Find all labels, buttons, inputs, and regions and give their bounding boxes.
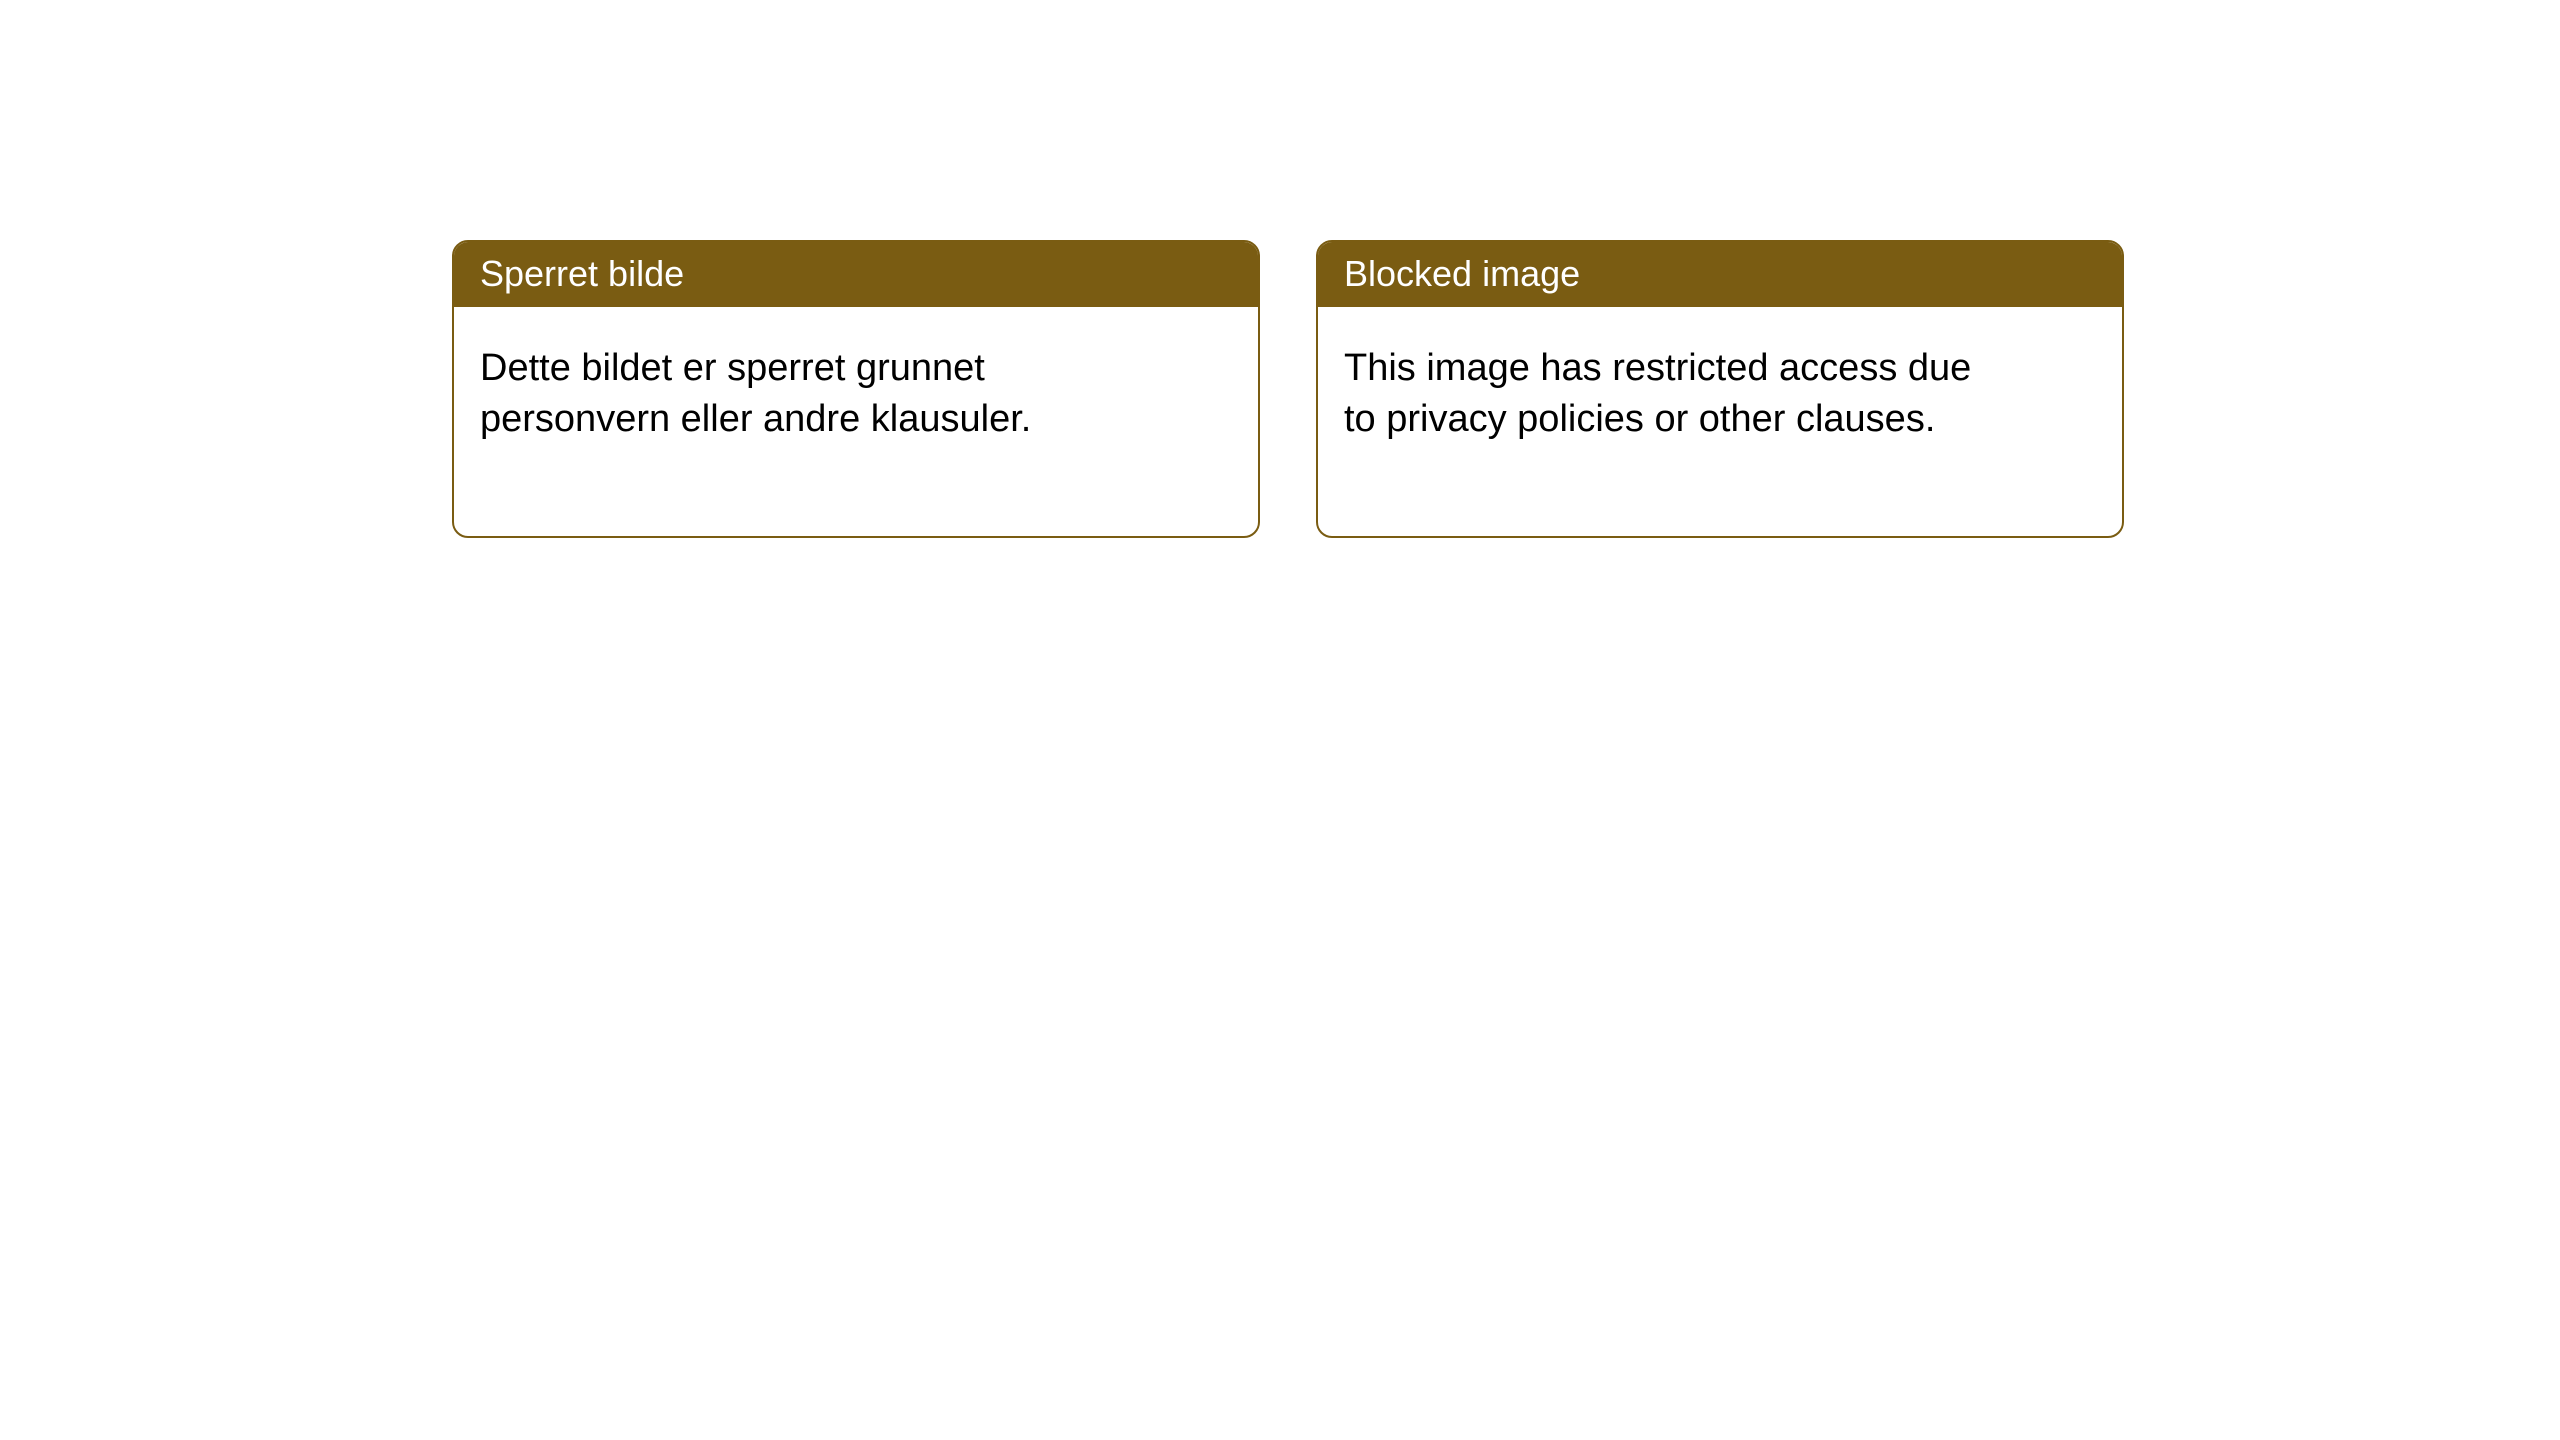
notice-body: This image has restricted access due to … [1318, 307, 2038, 536]
notice-box-norwegian: Sperret bilde Dette bildet er sperret gr… [452, 240, 1260, 538]
notice-box-english: Blocked image This image has restricted … [1316, 240, 2124, 538]
notice-header: Blocked image [1318, 242, 2122, 307]
notice-body: Dette bildet er sperret grunnet personve… [454, 307, 1174, 536]
notice-container: Sperret bilde Dette bildet er sperret gr… [0, 0, 2560, 538]
notice-header: Sperret bilde [454, 242, 1258, 307]
